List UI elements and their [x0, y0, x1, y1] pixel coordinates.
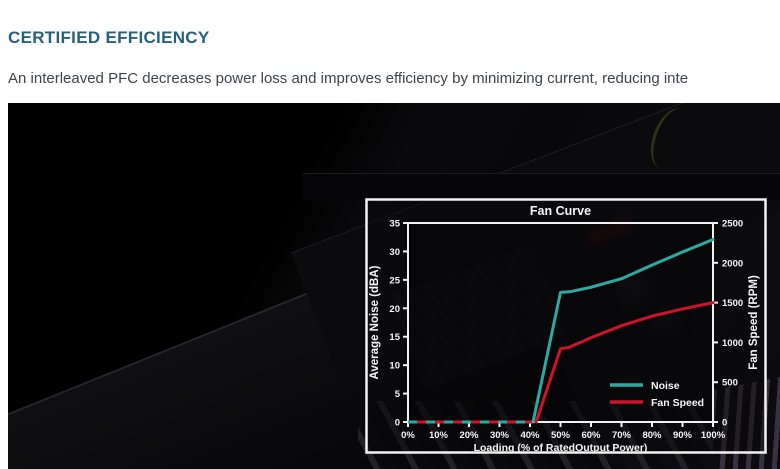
- fan-curve-chart: Fan Curve 0 5 10 15 20 25 30 35 0 500 1000 1500 2000 2…: [365, 198, 767, 454]
- svg-text:30: 30: [389, 247, 400, 258]
- svg-text:2000: 2000: [722, 258, 743, 269]
- svg-text:70%: 70%: [612, 430, 632, 441]
- svg-text:30%: 30%: [490, 430, 510, 441]
- section-description: An interleaved PFC decreases power loss …: [8, 70, 689, 87]
- section-heading: CERTIFIED EFFICIENCY: [8, 28, 210, 47]
- svg-text:10: 10: [389, 361, 400, 372]
- svg-text:Fan Curve: Fan Curve: [530, 204, 591, 218]
- svg-text:50%: 50%: [551, 430, 571, 441]
- svg-text:25: 25: [389, 275, 400, 286]
- svg-text:0: 0: [722, 418, 727, 429]
- svg-text:60%: 60%: [581, 430, 601, 441]
- svg-text:15: 15: [389, 332, 400, 343]
- svg-text:5: 5: [395, 389, 401, 400]
- svg-text:1500: 1500: [722, 298, 743, 309]
- svg-text:35: 35: [389, 219, 400, 230]
- svg-text:Loading (% of RatedOutput Powe: Loading (% of RatedOutput Power): [474, 442, 648, 454]
- svg-text:20%: 20%: [459, 430, 479, 441]
- svg-text:10%: 10%: [429, 430, 449, 441]
- svg-text:100%: 100%: [701, 430, 726, 441]
- fan-curve-chart-container: Fan Curve 0 5 10 15 20 25 30 35 0 500 1000 1500 2000 2…: [365, 198, 767, 454]
- psu-diagonal-streaks: [358, 401, 780, 469]
- svg-text:1000: 1000: [722, 338, 743, 349]
- svg-text:0%: 0%: [401, 430, 415, 441]
- svg-text:80%: 80%: [642, 430, 662, 441]
- svg-text:2500: 2500: [722, 219, 743, 230]
- psu-edge-band: [303, 173, 780, 200]
- svg-text:90%: 90%: [673, 430, 693, 441]
- svg-text:Fan Speed: Fan Speed: [651, 397, 704, 409]
- svg-text:20: 20: [389, 304, 400, 315]
- product-photo: Fan Curve 0 5 10 15 20 25 30 35 0 500 1000 1500 2000 2…: [8, 103, 780, 469]
- svg-text:40%: 40%: [520, 430, 540, 441]
- psu-capacitor-shape: [650, 303, 692, 345]
- svg-text:Average Noise (dBA): Average Noise (dBA): [369, 265, 381, 379]
- svg-text:Noise: Noise: [651, 380, 680, 392]
- svg-text:Fan Speed (RPM): Fan Speed (RPM): [748, 275, 760, 370]
- svg-text:0: 0: [395, 418, 400, 429]
- svg-text:500: 500: [722, 378, 738, 389]
